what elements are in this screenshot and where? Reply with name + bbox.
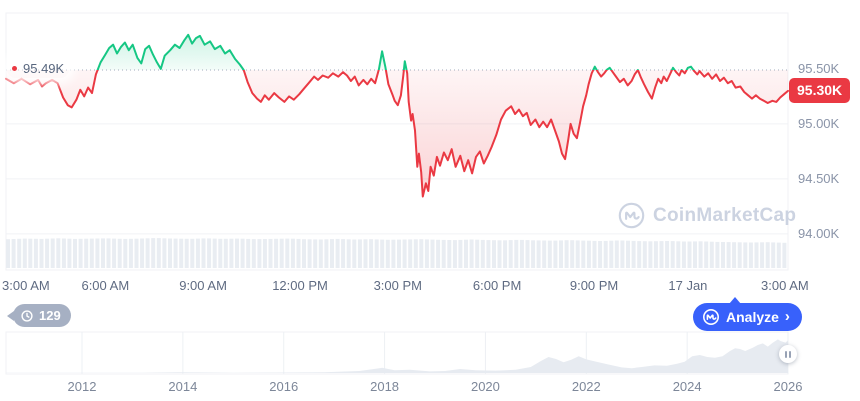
x-axis-tick: 9:00 PM (569, 278, 619, 293)
y-axis-tick: 95.00K (798, 115, 840, 131)
x-axis-tick: 6:00 PM (472, 278, 522, 293)
watermark-text: CoinMarketCap (653, 204, 797, 226)
history-count-badge[interactable]: 129 (7, 304, 71, 327)
navigator-year-tick: 2018 (370, 379, 400, 394)
clock-history-icon (21, 309, 33, 322)
timeline-navigator[interactable] (6, 332, 788, 374)
history-count-text: 129 (39, 308, 61, 323)
analyze-button-label: Analyze (726, 309, 779, 325)
x-axis-tick: 3:00 AM (761, 278, 809, 293)
main-chart-plot-area[interactable] (6, 13, 788, 270)
navigator-year-tick: 2012 (67, 379, 97, 394)
y-axis-tick: 95.50K (798, 60, 840, 76)
chevron-right-icon: › (784, 307, 790, 325)
navigator-year-tick: 2016 (269, 379, 299, 394)
y-axis-tick: 94.00K (798, 225, 840, 241)
baseline-price-text: 95.49K (23, 61, 65, 76)
x-axis-tick: 3:00 AM (2, 278, 50, 293)
x-axis-tick: 3:00 PM (373, 278, 422, 293)
x-axis-tick: 6:00 AM (81, 278, 130, 293)
coinmarketcap-logo-icon (703, 309, 719, 325)
navigator-year-tick: 2020 (470, 379, 500, 394)
current-price-badge: 95.30K (789, 77, 851, 103)
pause-handle-icon (789, 350, 791, 358)
baseline-price-label: 95.49K (7, 59, 70, 78)
y-axis-tick: 94.50K (798, 170, 840, 186)
coinmarketcap-logo-icon (618, 202, 645, 229)
coinmarketcap-watermark: CoinMarketCap (618, 202, 796, 229)
navigator-year-tick: 2024 (672, 379, 702, 394)
navigator-year-tick: 2014 (168, 379, 198, 394)
x-axis-tick: 9:00 AM (179, 278, 227, 293)
navigator-year-tick: 2022 (571, 379, 601, 394)
pause-handle-icon (785, 350, 787, 358)
navigator-year-tick: 2026 (773, 379, 803, 394)
baseline-marker-dot (12, 66, 17, 71)
x-axis-tick: 17 Jan (668, 278, 708, 293)
analyze-button[interactable]: Analyze › (693, 297, 802, 331)
x-axis-tick: 12:00 PM (272, 278, 328, 293)
navigator-drag-handle[interactable] (779, 345, 797, 363)
